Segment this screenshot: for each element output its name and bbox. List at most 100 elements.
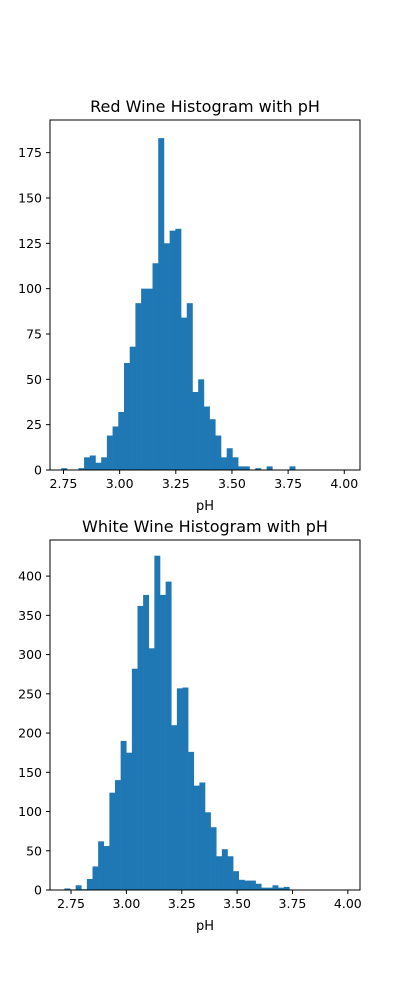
histogram-bar (181, 317, 188, 470)
x-axis-label: pH (196, 919, 214, 934)
y-tick-label: 250 (18, 686, 42, 701)
histogram-bar (75, 885, 82, 890)
histogram-bar (135, 303, 142, 470)
y-tick-label: 25 (26, 417, 42, 432)
histogram-bar (78, 468, 85, 470)
histogram-bar (193, 785, 200, 890)
y-tick-label: 175 (18, 145, 42, 160)
plot-frame (49, 539, 361, 891)
y-tick-label: 100 (18, 804, 42, 819)
y-tick-label: 150 (18, 190, 42, 205)
histogram-bar (126, 752, 133, 890)
histogram-bar (101, 457, 108, 470)
histogram-bar (255, 883, 262, 890)
histogram-bar (249, 880, 256, 890)
histogram-bar (226, 448, 233, 470)
histogram-bar (154, 555, 161, 890)
x-axis-ticks: 2.75 3.00 3.25 3.50 3.75 4.00 (50, 470, 358, 491)
histogram-bar (244, 880, 251, 890)
histogram-bar (227, 856, 234, 890)
histogram-bar (182, 687, 189, 890)
x-tick-label: 3.25 (168, 896, 196, 911)
x-axis-ticks: 2.75 3.00 3.25 3.50 3.75 4.00 (57, 890, 362, 911)
histogram-bar (169, 230, 176, 470)
x-tick-label: 2.75 (50, 476, 78, 491)
histogram-bar (95, 462, 102, 470)
plot-frame (49, 119, 361, 471)
y-tick-label: 150 (18, 765, 42, 780)
histogram-bar (216, 856, 223, 890)
histogram-bar (115, 780, 121, 890)
histogram-bar (92, 866, 99, 890)
histogram-bar (289, 466, 296, 470)
histogram-bar (146, 288, 153, 470)
y-tick-label: 0 (34, 463, 42, 478)
histogram-bar (199, 782, 206, 890)
histogram-bar (84, 457, 91, 470)
y-tick-label: 300 (18, 647, 42, 662)
y-tick-label: 125 (18, 236, 42, 251)
histogram-bar (112, 426, 119, 470)
y-axis-ticks: 0 50 100 150 200 250 300 350 400 (18, 569, 50, 898)
histogram-bar (220, 457, 227, 470)
histogram-bar (158, 138, 165, 470)
x-tick-label: 3.75 (279, 896, 307, 911)
histogram-bar (238, 466, 245, 470)
histogram-bar (198, 379, 205, 470)
histogram-bar (165, 581, 172, 890)
histogram-bar (120, 740, 127, 890)
histogram-bar (131, 668, 138, 890)
chart-title: Red Wine Histogram with pH (90, 97, 320, 116)
histogram-bar (129, 346, 136, 470)
y-tick-label: 0 (34, 883, 42, 898)
y-tick-label: 75 (26, 326, 42, 341)
x-tick-label: 3.25 (162, 476, 190, 491)
histogram-bar (232, 457, 239, 470)
bars-group (64, 555, 290, 890)
histogram-bar (176, 688, 183, 890)
y-tick-label: 50 (26, 843, 42, 858)
histogram-bar (103, 846, 110, 890)
x-tick-label: 4.00 (334, 896, 362, 911)
bars-group (61, 138, 296, 470)
histogram-bar (205, 812, 211, 890)
histogram-bar (171, 725, 178, 890)
x-tick-label: 3.00 (112, 896, 140, 911)
histogram-bar (148, 648, 155, 890)
x-tick-label: 3.75 (274, 476, 302, 491)
histogram-bar (124, 363, 131, 470)
histogram-bar (64, 888, 71, 890)
x-tick-label: 3.00 (106, 476, 134, 491)
x-tick-label: 2.75 (57, 896, 85, 911)
histogram-bar (238, 879, 245, 890)
chart-title: White Wine Histogram with pH (82, 517, 328, 536)
histogram-bar (278, 887, 285, 890)
histogram-bar (89, 455, 96, 470)
histogram-bar (255, 468, 262, 470)
histogram-bar (186, 303, 193, 470)
histogram-bar (215, 435, 222, 470)
histogram-bar (210, 827, 217, 890)
white-wine-histogram: White Wine Histogram with pH 2.75 3.00 3.2… (18, 517, 362, 934)
histogram-bar (106, 435, 113, 470)
histogram-bar (61, 468, 68, 470)
histogram-bar (203, 406, 210, 470)
x-axis-label: pH (196, 499, 214, 514)
y-tick-label: 50 (26, 372, 42, 387)
histogram-bar (243, 466, 250, 470)
y-axis-ticks: 0 25 50 75 100 125 150 175 (18, 145, 50, 478)
histogram-bar (175, 228, 182, 470)
y-tick-label: 200 (18, 726, 42, 741)
histogram-bar (143, 594, 150, 890)
histogram-bar (86, 879, 93, 890)
histogram-bar (261, 887, 268, 890)
y-tick-label: 350 (18, 608, 42, 623)
histogram-bar (160, 594, 166, 890)
y-tick-label: 100 (18, 281, 42, 296)
histogram-bar (283, 886, 290, 890)
histogram-bar (137, 605, 144, 890)
histogram-bar (188, 751, 195, 890)
histogram-bar (233, 871, 240, 890)
x-tick-label: 3.50 (218, 476, 246, 491)
histogram-bar (163, 243, 170, 470)
